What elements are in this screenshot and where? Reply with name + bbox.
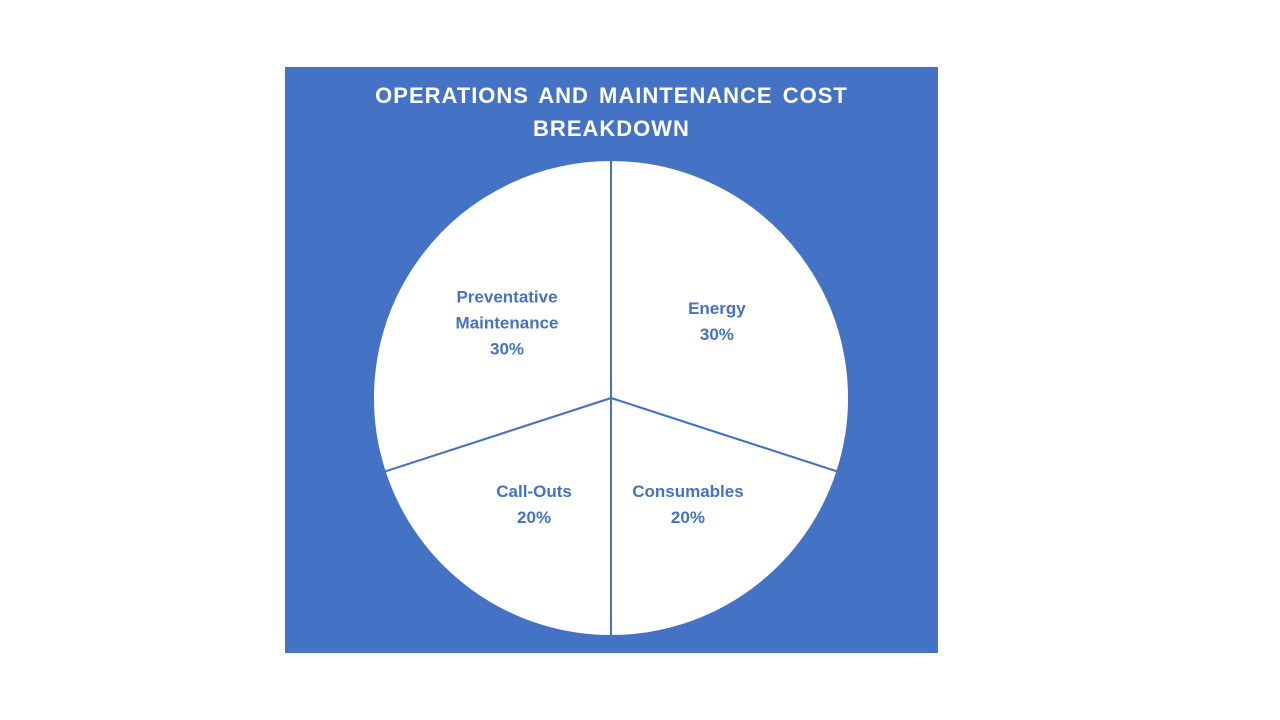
slice-label-consumables: Consumables 20% [632,482,743,527]
slice-label-call-outs: Call-Outs 20% [496,482,572,527]
slice-label-energy: Energy 30% [688,299,746,344]
chart-panel: OPERATIONS AND MAINTENANCE COST BREAKDOW… [285,67,938,653]
pie-chart: Energy 30% Consumables 20% Call-Outs 20% Preve… [372,158,850,638]
slice-label-preventative-maintenance: Preventative Maintenance 30% [456,287,559,358]
pie-slice-consumables [610,396,839,638]
pie-slice-energy [610,158,850,473]
pie-slice-call-outs [383,396,612,638]
pie-slice-preventative-maintenance [372,158,612,473]
chart-title: OPERATIONS AND MAINTENANCE COST BREAKDOW… [375,83,848,141]
